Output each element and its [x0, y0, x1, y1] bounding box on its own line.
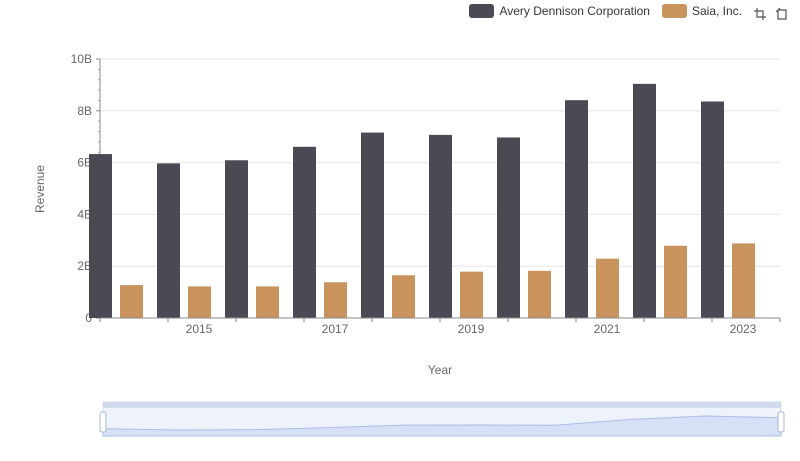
slider-top-bar[interactable]: [103, 402, 781, 408]
slider-right-handle[interactable]: [777, 411, 785, 433]
slider-left-handle[interactable]: [99, 411, 107, 433]
legend-label: Avery Dennison Corporation: [499, 4, 650, 18]
y-tick-label: 8B: [77, 104, 92, 118]
bar-avery-dennison-2015[interactable]: [157, 163, 180, 318]
x-tick-label: 2019: [458, 322, 485, 336]
bar-avery-dennison-2020[interactable]: [497, 137, 520, 318]
bar-avery-dennison-2016[interactable]: [225, 160, 248, 318]
restore-icon[interactable]: [774, 6, 790, 22]
bar-avery-dennison-2022[interactable]: [633, 83, 656, 318]
bars: [89, 83, 755, 318]
bar-avery-dennison-2019[interactable]: [429, 134, 452, 318]
legend-swatch: [469, 4, 495, 18]
bar-saia-2020[interactable]: [528, 270, 551, 318]
bar-saia-2023[interactable]: [732, 243, 755, 318]
bar-saia-2016[interactable]: [256, 286, 279, 318]
bar-saia-2018[interactable]: [392, 275, 415, 318]
x-tick-label: 2015: [186, 322, 213, 336]
x-tick-label: 2017: [322, 322, 349, 336]
y-tick-label: 10B: [71, 52, 92, 66]
bar-avery-dennison-2017[interactable]: [293, 146, 316, 318]
y-axis-label: Revenue: [33, 164, 47, 214]
y-tick-label: 6B: [77, 156, 92, 170]
x-axis: 2015 2017 2019 2021 2023: [99, 317, 781, 336]
bar-avery-dennison-2021[interactable]: [565, 100, 588, 318]
bar-saia-2022[interactable]: [664, 245, 687, 318]
legend-swatch: [661, 4, 687, 18]
bar-saia-2021[interactable]: [596, 258, 619, 318]
legend-label: Saia, Inc.: [691, 4, 742, 18]
y-tick-label: 0: [85, 311, 92, 325]
x-axis-label: Year: [427, 363, 453, 377]
bar-saia-2014[interactable]: [120, 285, 143, 318]
bar-avery-dennison-2023[interactable]: [701, 101, 724, 318]
bar-avery-dennison-2018[interactable]: [361, 132, 384, 318]
bar-saia-2019[interactable]: [460, 271, 483, 318]
x-tick-label: 2021: [594, 322, 621, 336]
legend-item-avery[interactable]: Avery Dennison Corporation: [469, 4, 650, 18]
x-tick-label: 2023: [730, 322, 757, 336]
y-tick-label: 2B: [77, 259, 92, 273]
toolbox: [752, 6, 790, 22]
legend-item-saia[interactable]: Saia, Inc.: [661, 4, 742, 18]
bar-saia-2015[interactable]: [188, 286, 211, 318]
y-tick-label: 4B: [77, 207, 92, 221]
legend: Avery Dennison Corporation Saia, Inc.: [469, 4, 742, 18]
bar-avery-dennison-2014[interactable]: [89, 154, 112, 318]
bar-saia-2017[interactable]: [324, 282, 347, 318]
zoom-icon[interactable]: [752, 6, 768, 22]
data-zoom-slider[interactable]: [99, 401, 785, 437]
